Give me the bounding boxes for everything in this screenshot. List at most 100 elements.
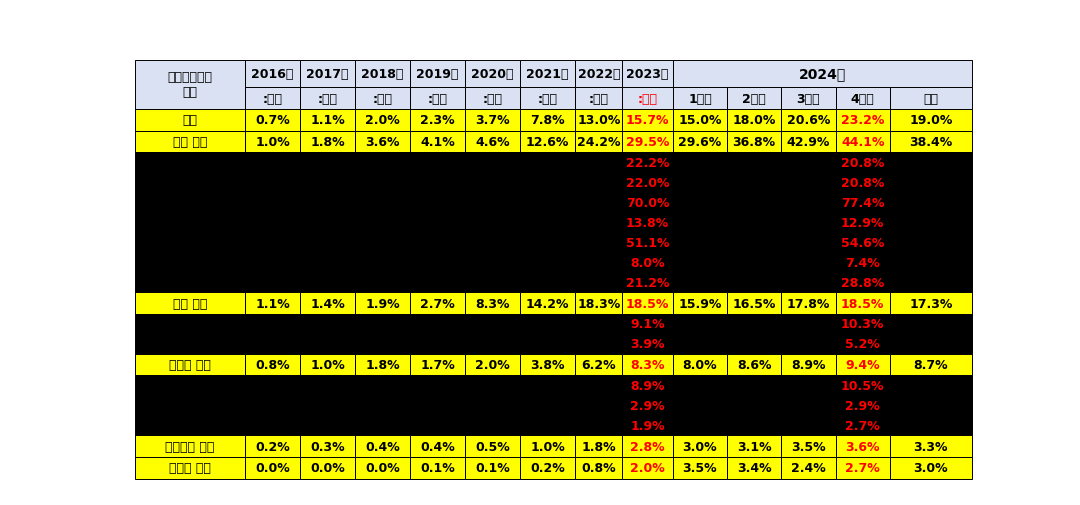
Bar xyxy=(410,457,465,479)
Bar xyxy=(245,273,300,293)
Bar xyxy=(521,436,576,457)
Bar xyxy=(673,131,727,153)
Text: 22.2%: 22.2% xyxy=(626,157,670,169)
Bar xyxy=(521,213,576,233)
Text: 0.4%: 0.4% xyxy=(365,440,400,453)
Bar xyxy=(135,457,245,479)
Bar xyxy=(781,376,836,395)
Bar xyxy=(521,252,576,273)
Bar xyxy=(355,416,410,436)
Bar xyxy=(245,193,300,213)
Text: 15.7%: 15.7% xyxy=(626,114,670,127)
Bar xyxy=(300,88,355,110)
Bar xyxy=(465,395,521,416)
Bar xyxy=(245,61,300,88)
Bar xyxy=(135,153,245,173)
Text: 4.1%: 4.1% xyxy=(420,135,455,148)
Bar xyxy=(245,376,300,395)
Bar xyxy=(355,354,410,376)
Bar xyxy=(727,395,781,416)
Bar xyxy=(576,334,622,354)
Bar xyxy=(576,376,622,395)
Bar xyxy=(673,354,727,376)
Bar xyxy=(836,131,890,153)
Bar xyxy=(300,436,355,457)
Bar xyxy=(300,213,355,233)
Bar xyxy=(521,354,576,376)
Text: 0.8%: 0.8% xyxy=(581,462,617,474)
Bar xyxy=(836,213,890,233)
Bar xyxy=(622,354,673,376)
Bar xyxy=(300,252,355,273)
Bar xyxy=(727,193,781,213)
Bar xyxy=(245,131,300,153)
Bar xyxy=(622,110,673,131)
Bar xyxy=(622,376,673,395)
Text: 2.7%: 2.7% xyxy=(420,297,455,310)
Bar xyxy=(355,193,410,213)
Bar xyxy=(135,273,245,293)
Text: 6.2%: 6.2% xyxy=(581,359,617,371)
Bar xyxy=(300,110,355,131)
Bar xyxy=(727,273,781,293)
Bar xyxy=(576,354,622,376)
Bar xyxy=(135,213,245,233)
Bar xyxy=(576,436,622,457)
Bar xyxy=(836,173,890,193)
Text: 1.0%: 1.0% xyxy=(530,440,565,453)
Bar xyxy=(890,233,972,252)
Bar xyxy=(135,193,245,213)
Bar xyxy=(781,110,836,131)
Text: 1.8%: 1.8% xyxy=(581,440,617,453)
Bar xyxy=(781,131,836,153)
Bar xyxy=(465,61,521,88)
Bar xyxy=(465,252,521,273)
Bar xyxy=(727,436,781,457)
Text: 2022年: 2022年 xyxy=(578,68,620,81)
Bar xyxy=(465,376,521,395)
Bar xyxy=(622,457,673,479)
Bar xyxy=(781,354,836,376)
Text: 2017年: 2017年 xyxy=(307,68,349,81)
Bar xyxy=(727,376,781,395)
Text: 0.0%: 0.0% xyxy=(255,462,289,474)
Bar xyxy=(135,173,245,193)
Text: 2020年: 2020年 xyxy=(471,68,514,81)
Bar xyxy=(781,173,836,193)
Text: 5.2%: 5.2% xyxy=(846,338,880,350)
Text: 1.0%: 1.0% xyxy=(255,135,289,148)
Text: 38.4%: 38.4% xyxy=(909,135,953,148)
Bar xyxy=(521,88,576,110)
Bar xyxy=(135,376,245,395)
Text: 14.2%: 14.2% xyxy=(526,297,569,310)
Text: 29.5%: 29.5% xyxy=(626,135,670,148)
Text: 0.1%: 0.1% xyxy=(475,462,510,474)
Bar xyxy=(521,457,576,479)
Text: 29.6%: 29.6% xyxy=(678,135,721,148)
Bar xyxy=(245,173,300,193)
Bar xyxy=(836,193,890,213)
Text: 23.2%: 23.2% xyxy=(841,114,885,127)
Text: 0.0%: 0.0% xyxy=(365,462,400,474)
Bar xyxy=(410,314,465,334)
Bar xyxy=(521,376,576,395)
Text: 9.1%: 9.1% xyxy=(631,318,665,331)
Text: 2018年: 2018年 xyxy=(362,68,404,81)
Bar xyxy=(465,273,521,293)
Bar xyxy=(355,110,410,131)
Bar xyxy=(890,252,972,273)
Bar xyxy=(410,88,465,110)
Bar xyxy=(300,293,355,314)
Bar xyxy=(673,173,727,193)
Text: 2.0%: 2.0% xyxy=(365,114,400,127)
Text: 1.9%: 1.9% xyxy=(365,297,400,310)
Bar xyxy=(781,213,836,233)
Bar xyxy=(836,110,890,131)
Text: 2.9%: 2.9% xyxy=(846,399,880,412)
Bar xyxy=(890,273,972,293)
Bar xyxy=(673,252,727,273)
Bar xyxy=(300,153,355,173)
Bar xyxy=(410,233,465,252)
Text: 13.8%: 13.8% xyxy=(626,216,670,229)
Bar xyxy=(673,293,727,314)
